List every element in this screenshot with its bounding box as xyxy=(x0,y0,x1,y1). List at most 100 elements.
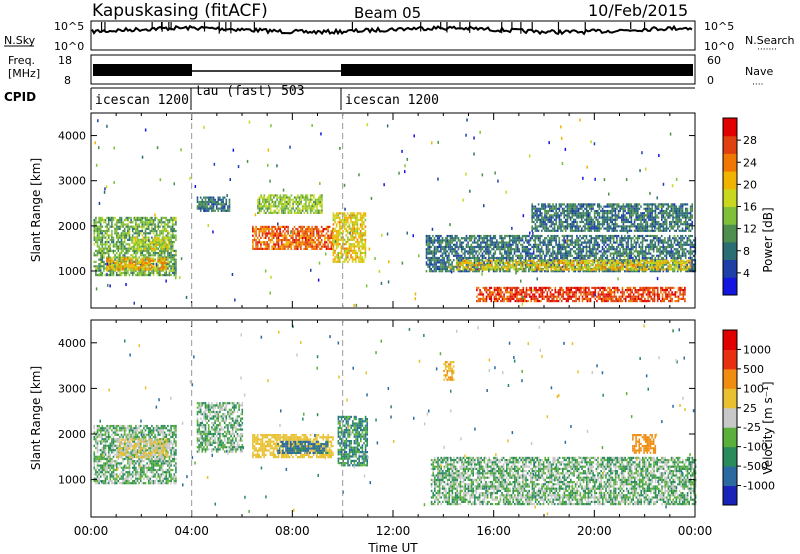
power-cell xyxy=(171,234,174,237)
power-cell xyxy=(481,239,484,242)
power-cell xyxy=(139,263,142,266)
power-cell xyxy=(647,266,650,269)
power-cell xyxy=(353,247,355,250)
power-cell xyxy=(608,237,610,240)
power-cell xyxy=(258,234,261,237)
power-cell xyxy=(171,256,174,259)
power-cell xyxy=(330,232,333,235)
power-cell xyxy=(115,252,118,255)
power-cell xyxy=(553,234,556,238)
power-cell xyxy=(524,239,527,242)
power-cell xyxy=(441,248,444,251)
power-cell xyxy=(133,271,136,274)
power-cell xyxy=(139,239,141,242)
power-cell xyxy=(265,207,267,210)
power-cell xyxy=(547,243,549,246)
power-cell xyxy=(140,241,143,244)
power-cell xyxy=(332,243,335,246)
power-cell xyxy=(355,251,357,255)
power-cell xyxy=(303,196,306,199)
power-cell xyxy=(142,257,145,260)
power-cell xyxy=(284,211,286,214)
power-cell xyxy=(547,266,549,269)
power-cell xyxy=(101,258,104,261)
power-cell xyxy=(279,247,281,250)
power-cell xyxy=(364,229,367,233)
power-cell xyxy=(301,225,304,228)
power-cell xyxy=(577,266,580,269)
power-cell xyxy=(425,263,428,266)
power-cell xyxy=(137,239,140,242)
power-cell xyxy=(529,252,532,255)
power-cell xyxy=(130,225,132,228)
power-cell xyxy=(168,243,170,246)
power-cell xyxy=(680,243,682,246)
power-cell xyxy=(603,248,605,251)
power-cell xyxy=(446,265,449,268)
power-cell xyxy=(507,252,509,255)
power-cell xyxy=(619,248,621,251)
power-cell xyxy=(484,268,487,271)
power-cell xyxy=(515,241,517,244)
power-cell xyxy=(595,266,597,269)
power-cell xyxy=(322,234,325,237)
power-cell xyxy=(279,239,281,242)
power-cell xyxy=(273,209,275,212)
power-cell xyxy=(149,252,152,255)
power-cell xyxy=(507,259,509,262)
power-cell xyxy=(639,261,642,265)
power-cell xyxy=(643,252,645,255)
power-cell xyxy=(260,203,262,206)
power-cell xyxy=(476,256,479,260)
power-cell xyxy=(473,256,476,260)
power-cell xyxy=(484,266,487,269)
power-cell xyxy=(606,261,609,264)
power-cell xyxy=(516,248,519,251)
power-cell xyxy=(109,274,112,277)
power-cell xyxy=(508,267,511,271)
power-cell xyxy=(536,254,538,257)
power-cell xyxy=(114,258,116,261)
power-cell xyxy=(496,241,498,244)
power-cell xyxy=(464,250,466,253)
power-cell xyxy=(325,225,328,228)
power-cell xyxy=(122,230,124,233)
power-cell xyxy=(483,241,485,244)
power-cell xyxy=(463,266,466,269)
power-cell xyxy=(528,239,530,242)
power-cell xyxy=(109,247,112,250)
power-cell xyxy=(433,245,436,249)
power-cell xyxy=(359,256,362,259)
power-cell xyxy=(297,209,299,212)
power-cell xyxy=(199,205,202,208)
power-cell xyxy=(316,207,318,210)
power-cell xyxy=(152,239,154,242)
power-cell xyxy=(339,221,341,224)
power-cell xyxy=(673,266,676,269)
power-cell xyxy=(98,263,100,266)
power-cell xyxy=(271,247,273,250)
power-cell xyxy=(691,261,693,264)
power-cell xyxy=(462,256,465,260)
power-cell xyxy=(649,263,652,266)
power-cell xyxy=(136,249,139,252)
power-cell xyxy=(652,261,655,265)
power-cell xyxy=(107,245,110,248)
power-cell xyxy=(614,234,617,238)
power-cell xyxy=(337,256,339,259)
power-cell xyxy=(154,227,156,230)
power-cell xyxy=(593,254,596,257)
power-cell xyxy=(279,198,282,201)
power-cell xyxy=(309,234,312,237)
power-cell xyxy=(499,241,501,244)
power-cell xyxy=(342,240,344,244)
power-cell xyxy=(101,230,104,233)
power-cell xyxy=(622,264,624,267)
power-cell xyxy=(257,203,259,206)
power-cell xyxy=(443,239,445,242)
power-cell xyxy=(93,238,96,241)
power-cell xyxy=(138,269,140,272)
power-cell xyxy=(263,196,266,199)
power-cell xyxy=(136,260,139,263)
power-cell xyxy=(319,194,322,197)
